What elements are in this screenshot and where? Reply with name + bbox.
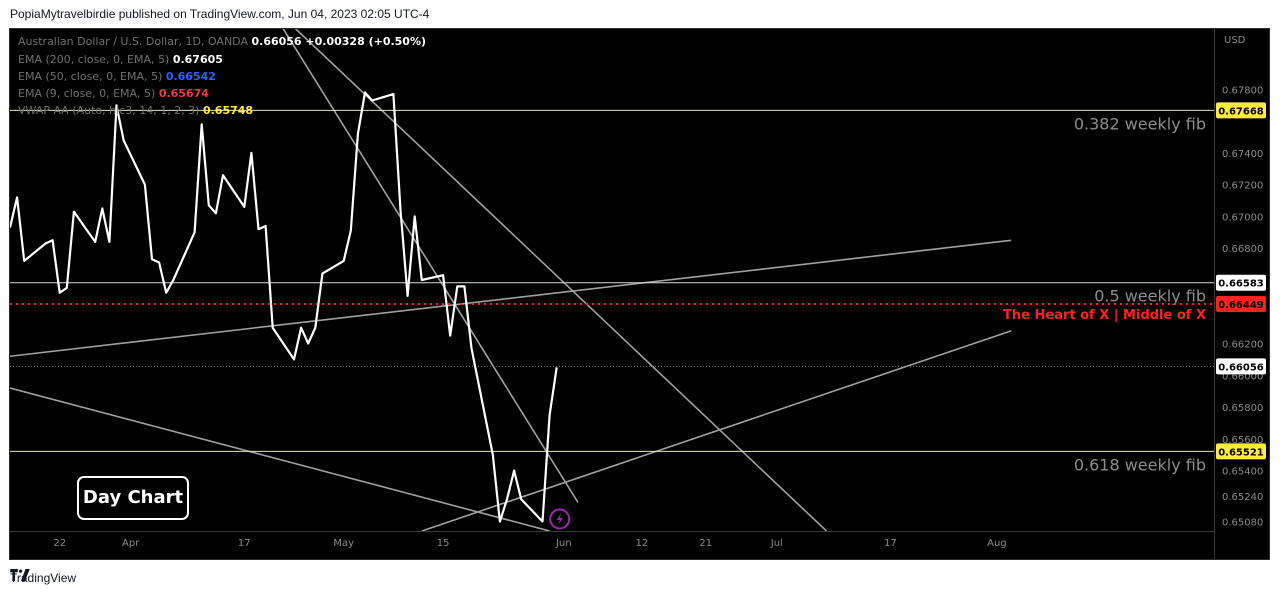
fib-price-badge: 0.67668 bbox=[1216, 102, 1266, 119]
x-tick-label: 21 bbox=[699, 538, 712, 549]
legend[interactable]: Australian Dollar / U.S. Dollar, 1D, OAN… bbox=[18, 35, 426, 117]
y-tick-label: 0.66000 bbox=[1222, 371, 1263, 382]
y-tick-label: 0.66800 bbox=[1222, 244, 1263, 255]
svg-text:0.67668: 0.67668 bbox=[1218, 106, 1264, 117]
y-tick-label: 0.66200 bbox=[1222, 340, 1263, 351]
price-chart[interactable]: 0.382 weekly fib 0.5 weekly fib The Heart … bbox=[10, 29, 1269, 559]
svg-text:0.66056: 0.66056 bbox=[1218, 362, 1264, 373]
x-tick-label: Aug bbox=[987, 538, 1007, 549]
chart-panel[interactable]: 0.382 weekly fib 0.5 weekly fib The Heart … bbox=[9, 28, 1270, 560]
y-tick-label: 0.67400 bbox=[1222, 149, 1263, 160]
trendline[interactable] bbox=[10, 239, 1012, 358]
y-tick-label: 0.67000 bbox=[1222, 212, 1263, 223]
legend-indicator-row: EMA (200, close, 0, EMA, 5) 0.67605 bbox=[18, 53, 223, 66]
x-tick-label: May bbox=[333, 538, 354, 549]
x-tick-label: Apr bbox=[122, 538, 140, 549]
published-caption: PopiaMytravelbirdie published on Trading… bbox=[10, 7, 430, 21]
fib-price-badge: 0.66583 bbox=[1216, 274, 1266, 291]
heart-of-x-label: The Heart of X | Middle of X bbox=[1003, 308, 1206, 323]
day-chart-callout[interactable]: Day Chart bbox=[77, 476, 189, 520]
heart-price-badge: 0.66449 bbox=[1216, 295, 1266, 312]
footer-brand[interactable]: TradingView bbox=[10, 569, 76, 587]
fib-level-label: 0.618 weekly fib bbox=[1074, 455, 1206, 474]
trendline[interactable] bbox=[266, 29, 828, 531]
x-tick-label: 17 bbox=[238, 538, 251, 549]
alert-lightning-icon[interactable] bbox=[549, 508, 571, 530]
x-tick-label: Jun bbox=[555, 538, 572, 549]
y-tick-label: 0.67200 bbox=[1222, 181, 1263, 192]
legend-indicator-row: EMA (50, close, 0, EMA, 5) 0.66542 bbox=[18, 70, 216, 83]
fib-level-label: 0.382 weekly fib bbox=[1074, 114, 1206, 133]
last-price-badge: 0.66056 bbox=[1216, 358, 1266, 375]
svg-text:0.66583: 0.66583 bbox=[1218, 279, 1264, 290]
svg-text:0.66449: 0.66449 bbox=[1218, 300, 1264, 311]
y-tick-label: 0.65400 bbox=[1222, 467, 1263, 478]
legend-indicator-row: VWAP AA (Auto, hlc3, 14, 1, 2, 3) 0.6574… bbox=[18, 104, 253, 117]
day-chart-label: Day Chart bbox=[83, 487, 184, 508]
currency-label: USD bbox=[1224, 35, 1246, 46]
y-tick-label: 0.65800 bbox=[1222, 403, 1263, 414]
y-tick-label: 0.65600 bbox=[1222, 435, 1263, 446]
legend-symbol-row: Australian Dollar / U.S. Dollar, 1D, OAN… bbox=[18, 35, 426, 48]
fib-level-label: 0.5 weekly fib bbox=[1094, 287, 1206, 306]
x-tick-label: Jul bbox=[770, 538, 783, 549]
x-tick-label: 22 bbox=[53, 538, 66, 549]
y-tick-label: 0.65240 bbox=[1222, 492, 1263, 503]
trendline[interactable] bbox=[10, 387, 550, 531]
trendline[interactable] bbox=[266, 29, 579, 503]
legend-indicator-row: EMA (9, close, 0, EMA, 5) 0.65674 bbox=[18, 87, 209, 100]
x-tick-label: 15 bbox=[437, 538, 450, 549]
y-tick-label: 0.65080 bbox=[1222, 517, 1263, 528]
svg-text:0.65521: 0.65521 bbox=[1218, 447, 1264, 458]
fib-price-badge: 0.65521 bbox=[1216, 443, 1266, 460]
x-tick-label: 12 bbox=[636, 538, 649, 549]
trendline[interactable] bbox=[421, 330, 1012, 531]
tradingview-logo-icon bbox=[10, 569, 30, 581]
price-line-series[interactable] bbox=[10, 91, 558, 523]
x-tick-label: 17 bbox=[884, 538, 897, 549]
y-tick-label: 0.67800 bbox=[1222, 85, 1263, 96]
plot-area[interactable]: 0.382 weekly fib 0.5 weekly fib The Heart … bbox=[10, 29, 1214, 531]
